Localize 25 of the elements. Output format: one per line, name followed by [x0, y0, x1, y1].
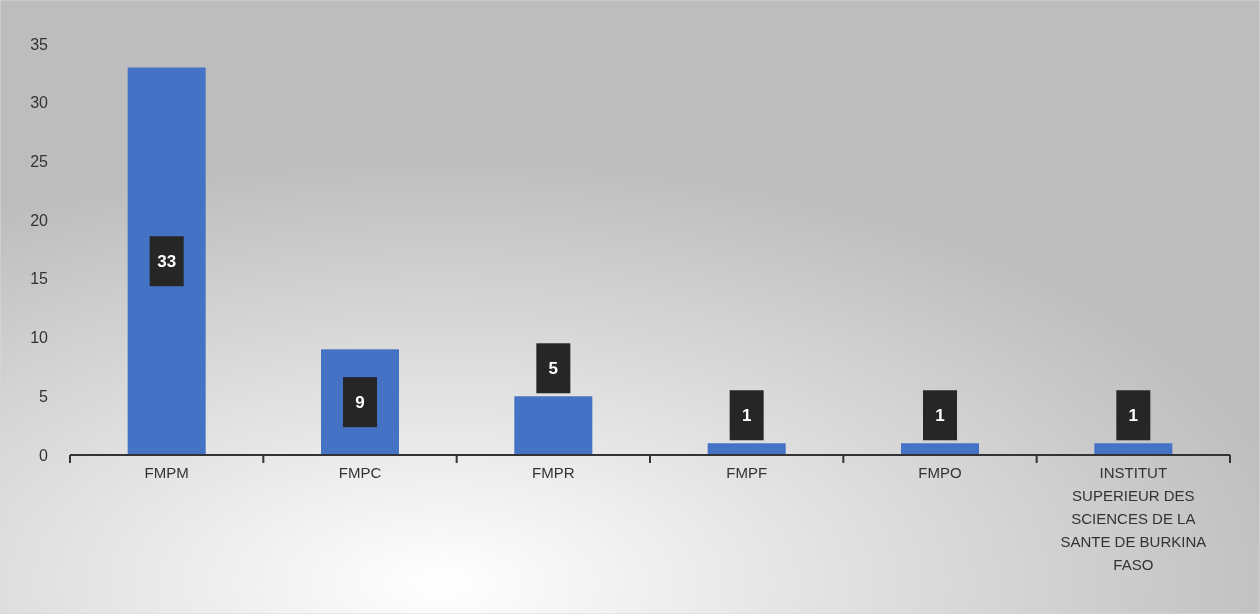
y-tick-label: 30: [30, 94, 49, 112]
bar: [1094, 443, 1173, 455]
x-tick-label: FMPC: [338, 464, 382, 481]
bar: [514, 396, 593, 455]
x-tick-label: FMPM: [144, 464, 189, 481]
y-tick-label: 10: [30, 329, 49, 347]
data-label: 1: [935, 406, 945, 426]
bar: [707, 443, 786, 455]
data-label: 1: [741, 406, 752, 426]
data-label: 5: [548, 359, 559, 379]
y-tick-label: 25: [30, 153, 49, 171]
x-tick-label: FMPO: [918, 464, 962, 481]
y-tick-label: 15: [30, 270, 49, 288]
data-label: 33: [157, 252, 177, 272]
y-tick-label: 20: [30, 211, 49, 229]
y-tick-label: 35: [30, 35, 49, 53]
x-tick-label: FMPF: [726, 464, 768, 481]
bar: [901, 443, 979, 455]
data-label: 1: [1128, 406, 1139, 426]
y-tick-label: 0: [39, 446, 49, 464]
y-tick-label: 5: [39, 387, 49, 405]
bar: [127, 67, 206, 455]
x-tick-label: INSTITUT SUPERIEUR DES SCIENCES DE LA SANTE DE BURKINA FASO: [1060, 464, 1207, 573]
data-label: 9: [355, 393, 365, 413]
x-tick-label: FMPR: [532, 464, 575, 481]
